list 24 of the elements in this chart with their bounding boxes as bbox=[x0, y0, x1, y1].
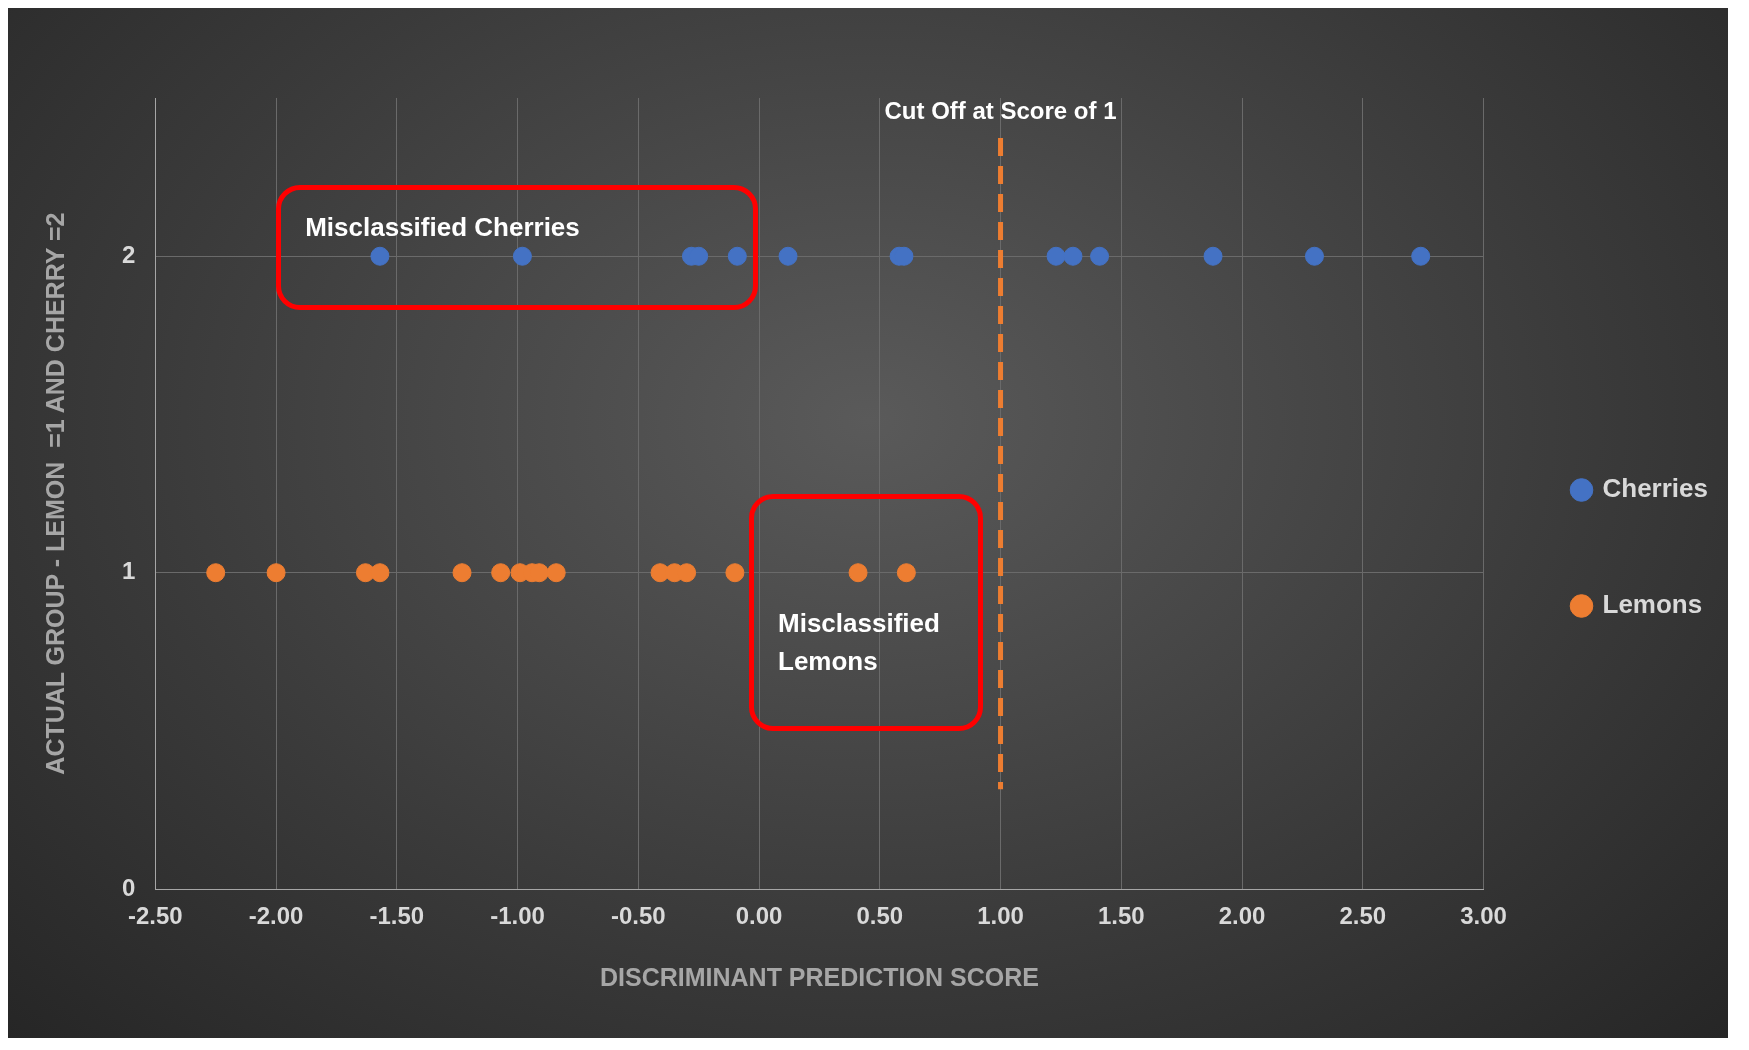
x-tick-label: 2.00 bbox=[1218, 902, 1266, 930]
x-tick-label: -2.50 bbox=[128, 902, 183, 930]
legend-label: Lemons bbox=[1602, 589, 1703, 620]
y-tick-label: 1 bbox=[121, 557, 136, 585]
x-tick-label: 0.50 bbox=[856, 902, 904, 930]
annotation: Misclassified Lemons bbox=[778, 607, 941, 679]
x-tick-label: -0.50 bbox=[610, 902, 666, 930]
x-tick-label: 1.50 bbox=[1097, 902, 1145, 930]
x-axis-title: DISCRIMINANT PREDICTION SCORE bbox=[599, 962, 1039, 991]
x-tick-label: 1.00 bbox=[977, 902, 1024, 930]
x-tick-label: 0.00 bbox=[735, 902, 783, 930]
x-tick-label: 3.00 bbox=[1460, 902, 1507, 930]
x-tick-label: -1.00 bbox=[490, 902, 545, 930]
annotation: Misclassified Cherries bbox=[305, 211, 581, 245]
y-tick-label: 2 bbox=[121, 240, 136, 268]
rounded-frame: Misclassified Cherries bbox=[276, 185, 759, 311]
y-tick-label: 0 bbox=[121, 873, 136, 901]
x-tick-label: -1.50 bbox=[369, 902, 425, 930]
y-axis-title: ACTUAL GROUP - LEMON =1 AND CHERRY =2 bbox=[40, 212, 69, 775]
legend-label: Cherries bbox=[1602, 473, 1708, 504]
rounded-frame: Misclassified Lemons bbox=[749, 494, 983, 731]
ref-line-label: Cut Off at Score of 1 bbox=[884, 96, 1117, 124]
x-tick-label: -2.00 bbox=[248, 902, 304, 930]
x-tick-label: 2.50 bbox=[1339, 902, 1387, 930]
